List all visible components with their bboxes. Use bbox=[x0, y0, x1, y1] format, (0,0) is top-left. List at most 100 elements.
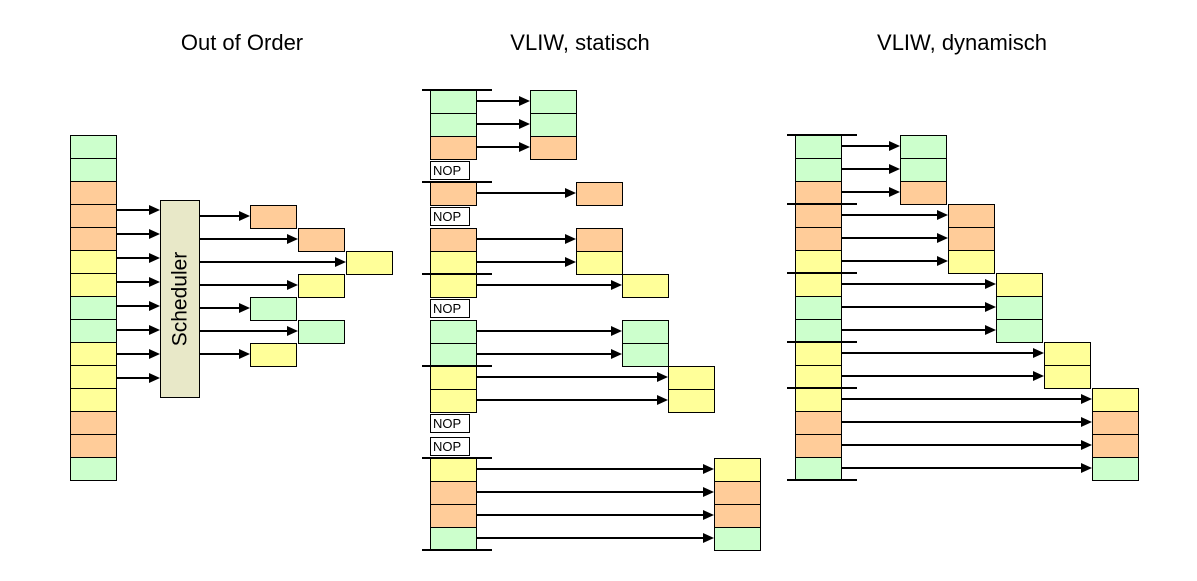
instruction-cell bbox=[795, 158, 842, 182]
issue-arrow bbox=[116, 253, 160, 263]
instruction-cell bbox=[430, 90, 477, 114]
issue-arrow bbox=[841, 210, 948, 220]
exec-cell bbox=[668, 366, 715, 390]
exec-cell bbox=[996, 319, 1043, 343]
exec-cell bbox=[948, 227, 995, 251]
exec-cell bbox=[714, 527, 761, 551]
issue-arrow bbox=[476, 234, 576, 244]
panel-title-vliw-static: VLIW, statisch bbox=[510, 30, 650, 55]
exec-cell bbox=[948, 204, 995, 228]
issue-arrow bbox=[841, 394, 1092, 404]
nop-cell: NOP bbox=[430, 207, 470, 226]
instruction-cell bbox=[430, 389, 477, 413]
instruction-cell bbox=[70, 365, 117, 389]
scheduler-label: Scheduler bbox=[168, 251, 191, 347]
exec-cell bbox=[714, 504, 761, 528]
exec-cell bbox=[250, 205, 297, 229]
exec-cell bbox=[250, 343, 297, 367]
instruction-cell bbox=[430, 182, 477, 206]
bundle-separator bbox=[422, 365, 492, 367]
instruction-cell bbox=[795, 434, 842, 458]
bundle-separator bbox=[787, 134, 857, 136]
instruction-cell bbox=[430, 504, 477, 528]
issue-arrow bbox=[841, 348, 1044, 358]
bundle-separator bbox=[787, 387, 857, 389]
issue-arrow bbox=[200, 280, 298, 290]
instruction-cell bbox=[795, 365, 842, 389]
instruction-cell bbox=[430, 320, 477, 344]
issue-arrow bbox=[200, 234, 298, 244]
instruction-cell bbox=[795, 296, 842, 320]
bundle-separator bbox=[422, 273, 492, 275]
instruction-cell bbox=[70, 342, 117, 366]
instruction-cell bbox=[70, 181, 117, 205]
bundle-separator bbox=[422, 549, 492, 551]
issue-arrow bbox=[841, 371, 1044, 381]
issue-arrow bbox=[841, 325, 996, 335]
instruction-cell bbox=[70, 227, 117, 251]
exec-cell bbox=[576, 251, 623, 275]
exec-cell bbox=[900, 158, 947, 182]
bundle-separator bbox=[422, 89, 492, 91]
nop-cell: NOP bbox=[430, 299, 470, 318]
instruction-cell bbox=[70, 158, 117, 182]
issue-arrow bbox=[476, 395, 668, 405]
instruction-cell bbox=[430, 481, 477, 505]
issue-arrow bbox=[841, 256, 948, 266]
issue-arrow bbox=[476, 372, 668, 382]
instruction-cell bbox=[70, 135, 117, 159]
instruction-cell bbox=[795, 457, 842, 481]
nop-cell: NOP bbox=[430, 161, 470, 180]
instruction-cell bbox=[795, 273, 842, 297]
exec-cell bbox=[622, 343, 669, 367]
issue-arrow bbox=[116, 205, 160, 215]
issue-arrow bbox=[476, 188, 576, 198]
issue-arrow bbox=[841, 463, 1092, 473]
instruction-cell bbox=[70, 204, 117, 228]
instruction-cell bbox=[795, 411, 842, 435]
exec-cell bbox=[298, 228, 345, 252]
scheduler-box: Scheduler bbox=[160, 200, 200, 398]
issue-arrow bbox=[841, 141, 900, 151]
exec-cell bbox=[668, 389, 715, 413]
instruction-cell bbox=[70, 250, 117, 274]
issue-arrow bbox=[116, 373, 160, 383]
bundle-separator bbox=[787, 341, 857, 343]
exec-cell bbox=[948, 250, 995, 274]
exec-cell bbox=[622, 274, 669, 298]
exec-cell bbox=[900, 181, 947, 205]
exec-cell bbox=[714, 481, 761, 505]
exec-cell bbox=[1044, 365, 1091, 389]
issue-arrow bbox=[200, 349, 250, 359]
instruction-cell bbox=[430, 136, 477, 160]
exec-cell bbox=[576, 228, 623, 252]
exec-cell bbox=[250, 297, 297, 321]
instruction-cell bbox=[795, 388, 842, 412]
exec-cell bbox=[346, 251, 393, 275]
instruction-cell bbox=[70, 457, 117, 481]
instruction-cell bbox=[795, 227, 842, 251]
exec-cell bbox=[996, 273, 1043, 297]
issue-arrow bbox=[476, 533, 714, 543]
issue-arrow bbox=[476, 487, 714, 497]
issue-arrow bbox=[476, 119, 530, 129]
exec-cell bbox=[1092, 434, 1139, 458]
instruction-cell bbox=[70, 296, 117, 320]
issue-arrow bbox=[116, 277, 160, 287]
issue-arrow bbox=[200, 326, 298, 336]
issue-arrow bbox=[841, 279, 996, 289]
nop-cell: NOP bbox=[430, 437, 470, 456]
exec-cell bbox=[1092, 411, 1139, 435]
issue-arrow bbox=[116, 229, 160, 239]
issue-arrow bbox=[841, 417, 1092, 427]
issue-arrow bbox=[841, 164, 900, 174]
bundle-separator bbox=[787, 203, 857, 205]
instruction-cell bbox=[795, 319, 842, 343]
instruction-cell bbox=[795, 204, 842, 228]
instruction-cell bbox=[795, 135, 842, 159]
instruction-cell bbox=[430, 274, 477, 298]
issue-arrow bbox=[200, 257, 346, 267]
exec-cell bbox=[1092, 388, 1139, 412]
exec-cell bbox=[900, 135, 947, 159]
exec-cell bbox=[996, 296, 1043, 320]
